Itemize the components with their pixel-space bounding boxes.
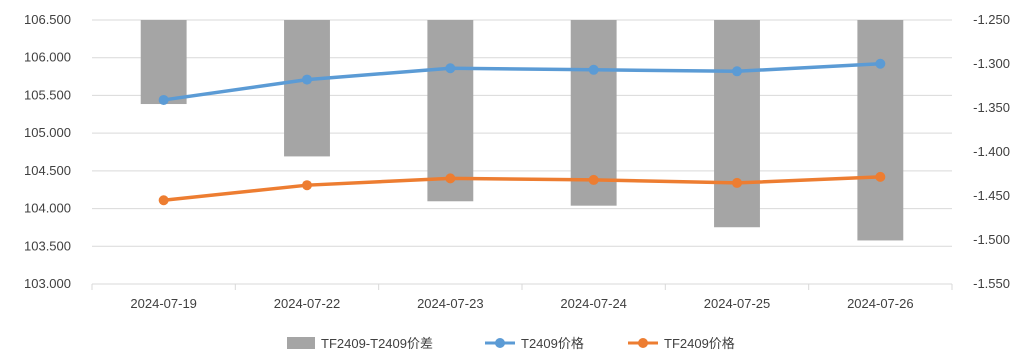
right-tick-label: -1.250 <box>973 12 1010 27</box>
legend: TF2409-T2409价差 T2409价格 TF2409价格 <box>287 336 735 351</box>
bar <box>284 20 330 157</box>
x-tick-label: 2024-07-24 <box>560 296 627 311</box>
bar <box>427 20 474 202</box>
data-point <box>732 66 742 77</box>
left-tick-label: 104.000 <box>24 201 71 216</box>
left-tick-label: 106.000 <box>24 50 71 65</box>
data-point <box>445 173 456 184</box>
right-tick-label: -1.550 <box>973 276 1010 291</box>
bar <box>570 20 617 206</box>
right-tick-label: -1.350 <box>973 100 1010 115</box>
data-point <box>158 195 169 206</box>
right-tick-label: -1.450 <box>973 188 1010 203</box>
x-tick-label: 2024-07-22 <box>274 296 341 311</box>
x-tick-label: 2024-07-23 <box>417 296 484 311</box>
x-tick-label: 2024-07-25 <box>704 296 771 311</box>
bar-series <box>140 20 904 241</box>
data-point <box>302 74 312 85</box>
left-tick-label: 106.500 <box>24 12 71 27</box>
x-tick-label: 2024-07-26 <box>847 296 914 311</box>
legend-marker <box>638 338 648 348</box>
bar <box>714 20 760 228</box>
data-point <box>588 174 599 185</box>
left-tick-label: 104.500 <box>24 163 71 178</box>
right-tick-label: -1.300 <box>973 56 1010 71</box>
data-point <box>875 171 886 182</box>
left-tick-label: 105.000 <box>24 125 71 140</box>
legend-label: TF2409价格 <box>664 336 735 351</box>
legend-marker <box>495 338 505 348</box>
data-point <box>875 58 886 69</box>
line-series <box>158 58 886 206</box>
left-tick-label: 105.500 <box>24 87 71 102</box>
bar <box>857 20 904 241</box>
right-tick-label: -1.500 <box>973 232 1010 247</box>
x-axis: 2024-07-19 2024-07-22 2024-07-23 2024-07-24… <box>91 283 953 311</box>
bar <box>140 20 187 105</box>
gridlines <box>92 19 952 247</box>
data-point <box>302 180 312 191</box>
left-tick-label: 103.500 <box>24 238 71 253</box>
legend-swatch <box>287 337 315 349</box>
right-tick-label: -1.400 <box>973 144 1010 159</box>
data-point <box>445 63 456 74</box>
data-point <box>158 94 169 105</box>
left-tick-label: 103.000 <box>24 276 71 291</box>
data-point <box>588 64 599 75</box>
series-line <box>161 175 883 203</box>
series-line <box>161 61 883 102</box>
legend-label: TF2409-T2409价差 <box>321 336 433 351</box>
legend-label: T2409价格 <box>521 336 584 351</box>
right-y-axis: -1.250 -1.300 -1.350 -1.400 -1.450 -1.500 -1.5… <box>973 12 1010 291</box>
left-y-axis: 106.500 106.000 105.500 105.000 104.500 104.0… <box>24 12 71 291</box>
data-point <box>732 177 742 188</box>
x-tick-label: 2024-07-19 <box>130 296 197 311</box>
